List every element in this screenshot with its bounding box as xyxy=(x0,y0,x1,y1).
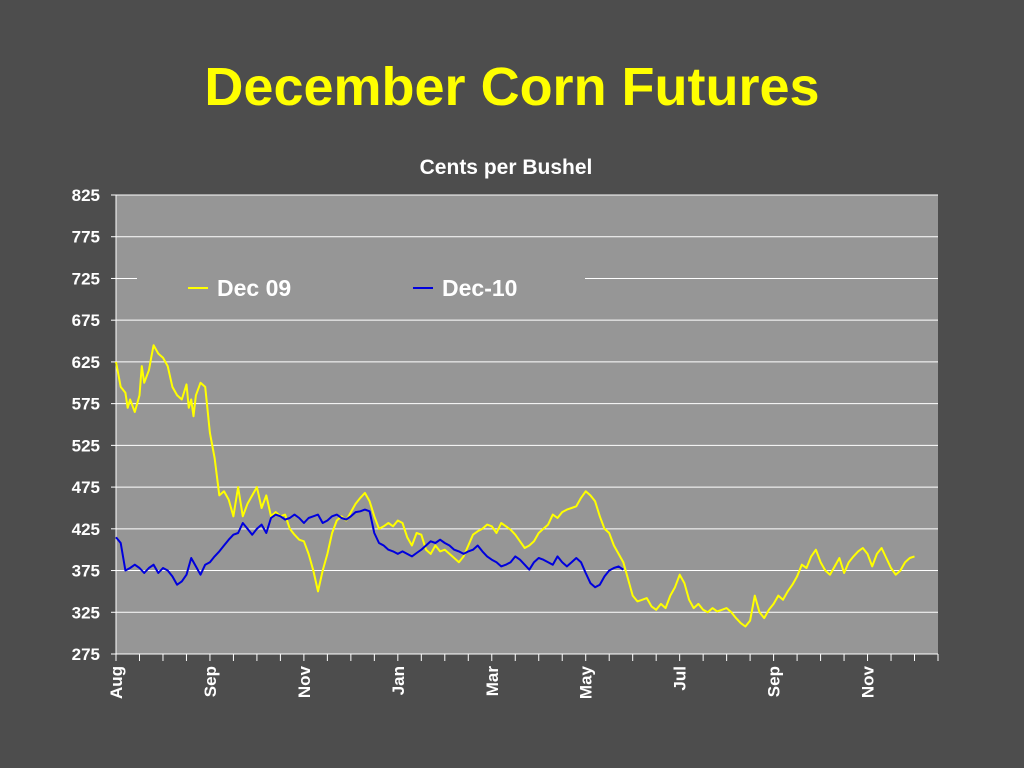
legend-box xyxy=(137,270,585,306)
x-tick-label: Sep xyxy=(201,666,220,697)
y-tick-label: 525 xyxy=(72,436,100,455)
chart-subtitle: Cents per Bushel xyxy=(420,156,593,179)
y-tick-label: 725 xyxy=(72,269,100,288)
series-line-1 xyxy=(115,508,624,589)
y-tick-label: 775 xyxy=(72,228,100,247)
y-tick-label: 425 xyxy=(72,520,100,539)
slide-title: December Corn Futures xyxy=(204,57,820,117)
y-tick-label: 275 xyxy=(72,645,100,664)
y-tick-label: 825 xyxy=(72,186,100,205)
y-tick-label: 375 xyxy=(72,562,100,581)
legend-label: Dec-10 xyxy=(442,275,517,301)
y-tick-label: 625 xyxy=(72,353,100,372)
series-group xyxy=(115,344,915,628)
x-tick-label: Aug xyxy=(107,666,126,699)
plot-area xyxy=(116,195,938,654)
legend: Dec 09 Dec-10 xyxy=(137,270,585,306)
x-tick-label: May xyxy=(577,665,596,699)
x-tick-label: Jul xyxy=(671,666,690,691)
y-tick-label: 325 xyxy=(72,603,100,622)
x-tick-label: Jan xyxy=(389,666,408,695)
y-tick-label: 675 xyxy=(72,311,100,330)
y-tick-label: 475 xyxy=(72,478,100,497)
x-axis: Aug Sep Nov Jan Mar May Jul Sep Nov xyxy=(107,653,939,699)
x-tick-label: Nov xyxy=(295,665,314,698)
x-tick-label: Nov xyxy=(859,665,878,698)
y-axis: 275 325 375 425 475 525 575 625 675 725 775 825 xyxy=(72,186,117,664)
y-tick-label: 575 xyxy=(72,395,100,414)
x-tick-label: Sep xyxy=(765,666,784,697)
legend-label: Dec 09 xyxy=(217,275,291,301)
x-tick-label: Mar xyxy=(483,666,502,697)
series-line-0 xyxy=(115,344,915,628)
